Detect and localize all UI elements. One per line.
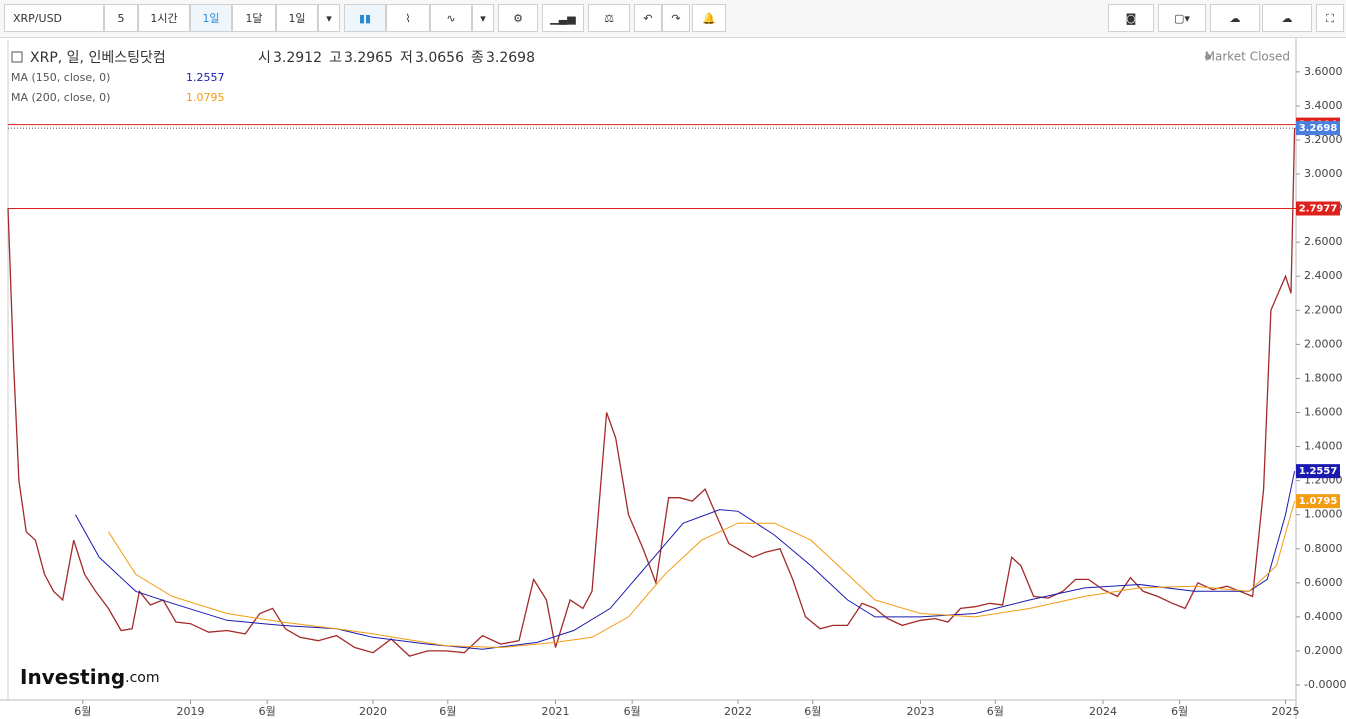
ohlc-value: 3.2912: [273, 50, 322, 66]
y-tick-label: 0.8000: [1304, 542, 1343, 555]
y-tick-label: 1.6000: [1304, 405, 1343, 418]
ohlc-value: 3.2698: [486, 50, 535, 66]
compare-button[interactable]: ⚖: [588, 4, 630, 32]
legend-label: MA (150, close, 0): [11, 71, 110, 84]
chart-title: XRP, 일, 인베스팅닷컴: [30, 50, 166, 66]
interval-button[interactable]: 1달: [232, 4, 276, 32]
y-tick-label: 0.2000: [1304, 644, 1343, 657]
redo-button[interactable]: ↷: [662, 4, 690, 32]
y-tick-label: 1.4000: [1304, 440, 1343, 453]
logo-main: Investing: [20, 665, 125, 689]
y-tick-label: 1.8000: [1304, 371, 1343, 384]
legend-label: MA (200, close, 0): [11, 91, 110, 104]
price-line-series: [7, 128, 1296, 657]
layout-button[interactable]: ▢▾: [1158, 4, 1206, 32]
symbol-input[interactable]: XRP/USD: [4, 4, 104, 32]
y-tick-label: 2.4000: [1304, 269, 1343, 282]
settings-button[interactable]: ⚙: [498, 4, 538, 32]
collapse-icon: [11, 51, 23, 63]
dropdown-button[interactable]: ▾: [472, 4, 494, 32]
fullscreen-button[interactable]: ⛶: [1316, 4, 1344, 32]
y-tick-label: 0.4000: [1304, 610, 1343, 623]
x-tick-label: 6월: [624, 705, 641, 718]
ohlc-label: 시: [258, 50, 271, 66]
y-tick-label: 0.6000: [1304, 576, 1343, 589]
indicators-button[interactable]: ▁▃▅: [542, 4, 584, 32]
y-tick-label: 2.2000: [1304, 303, 1343, 316]
interval-button[interactable]: 5: [104, 4, 138, 32]
logo-suffix: .com: [125, 670, 159, 686]
toolbar: XRP/USD 5 1시간 1일 1달 1일 ▾ ▮▮ ⌇ ∿ ▾ ⚙ ▁▃▅ …: [0, 0, 1346, 38]
x-tick-label: 6월: [74, 705, 91, 718]
logo: Investing.com: [20, 665, 160, 689]
ohlc-value: 3.0656: [415, 50, 464, 66]
y-tick-label: 1.0000: [1304, 508, 1343, 521]
plot-bg: [0, 38, 1346, 719]
price-badge-label: 1.2557: [1299, 466, 1338, 477]
moving-average: [107, 500, 1296, 649]
alert-button[interactable]: 🔔: [692, 4, 726, 32]
x-tick-label: 2025: [1271, 705, 1299, 718]
status-dot: [1205, 54, 1211, 60]
price-badge-label: 1.0795: [1299, 496, 1338, 507]
legend-value: 1.2557: [186, 71, 225, 84]
moving-average: [75, 470, 1296, 650]
undo-button[interactable]: ↶: [634, 4, 662, 32]
price-badge: [1296, 121, 1340, 136]
legend-value: 1.0795: [186, 91, 225, 104]
market-status: Market Closed: [1205, 50, 1290, 64]
y-tick-label: 3.6000: [1304, 65, 1343, 78]
y-tick-label: 3.4000: [1304, 99, 1343, 112]
price-badge-label: 2.7977: [1299, 204, 1338, 215]
y-tick-label: 2.0000: [1304, 337, 1343, 350]
snapshot-button[interactable]: ◙: [1108, 4, 1154, 32]
interval-button[interactable]: 1일: [190, 4, 232, 32]
y-tick-label: 3.0000: [1304, 167, 1343, 180]
price-badge-label: 3.2698: [1299, 123, 1338, 134]
load-button[interactable]: ☁: [1210, 4, 1260, 32]
x-tick-label: 2023: [906, 705, 934, 718]
interval-button[interactable]: 1시간: [138, 4, 190, 32]
price-badge: [1296, 201, 1340, 216]
y-tick-label: 3.2000: [1304, 133, 1343, 146]
x-tick-label: 6월: [439, 705, 456, 718]
area-button[interactable]: ⌇: [386, 4, 430, 32]
interval-button[interactable]: 1일: [276, 4, 318, 32]
price-badge: [1296, 494, 1340, 509]
save-button[interactable]: ☁: [1262, 4, 1312, 32]
price-badge: [1296, 464, 1340, 479]
ohlc-label: 저: [400, 50, 413, 66]
ohlc-label: 고: [329, 50, 342, 66]
y-tick-label: 2.6000: [1304, 235, 1343, 248]
ohlc-label: 종: [471, 50, 484, 66]
candles-button[interactable]: ▮▮: [344, 4, 386, 32]
x-tick-label: 2021: [541, 705, 569, 718]
ohlc-value: 3.2965: [344, 50, 393, 66]
dropdown-button[interactable]: ▾: [318, 4, 340, 32]
x-tick-label: 6월: [987, 705, 1004, 718]
x-tick-label: 6월: [804, 705, 821, 718]
x-tick-label: 2020: [359, 705, 387, 718]
x-tick-label: 2019: [176, 705, 204, 718]
y-tick-label: -0.0000: [1304, 678, 1346, 691]
x-tick-label: 6월: [259, 705, 276, 718]
x-tick-label: 2022: [724, 705, 752, 718]
x-tick-label: 6월: [1171, 705, 1188, 718]
line-button[interactable]: ∿: [430, 4, 472, 32]
x-tick-label: 2024: [1089, 705, 1117, 718]
